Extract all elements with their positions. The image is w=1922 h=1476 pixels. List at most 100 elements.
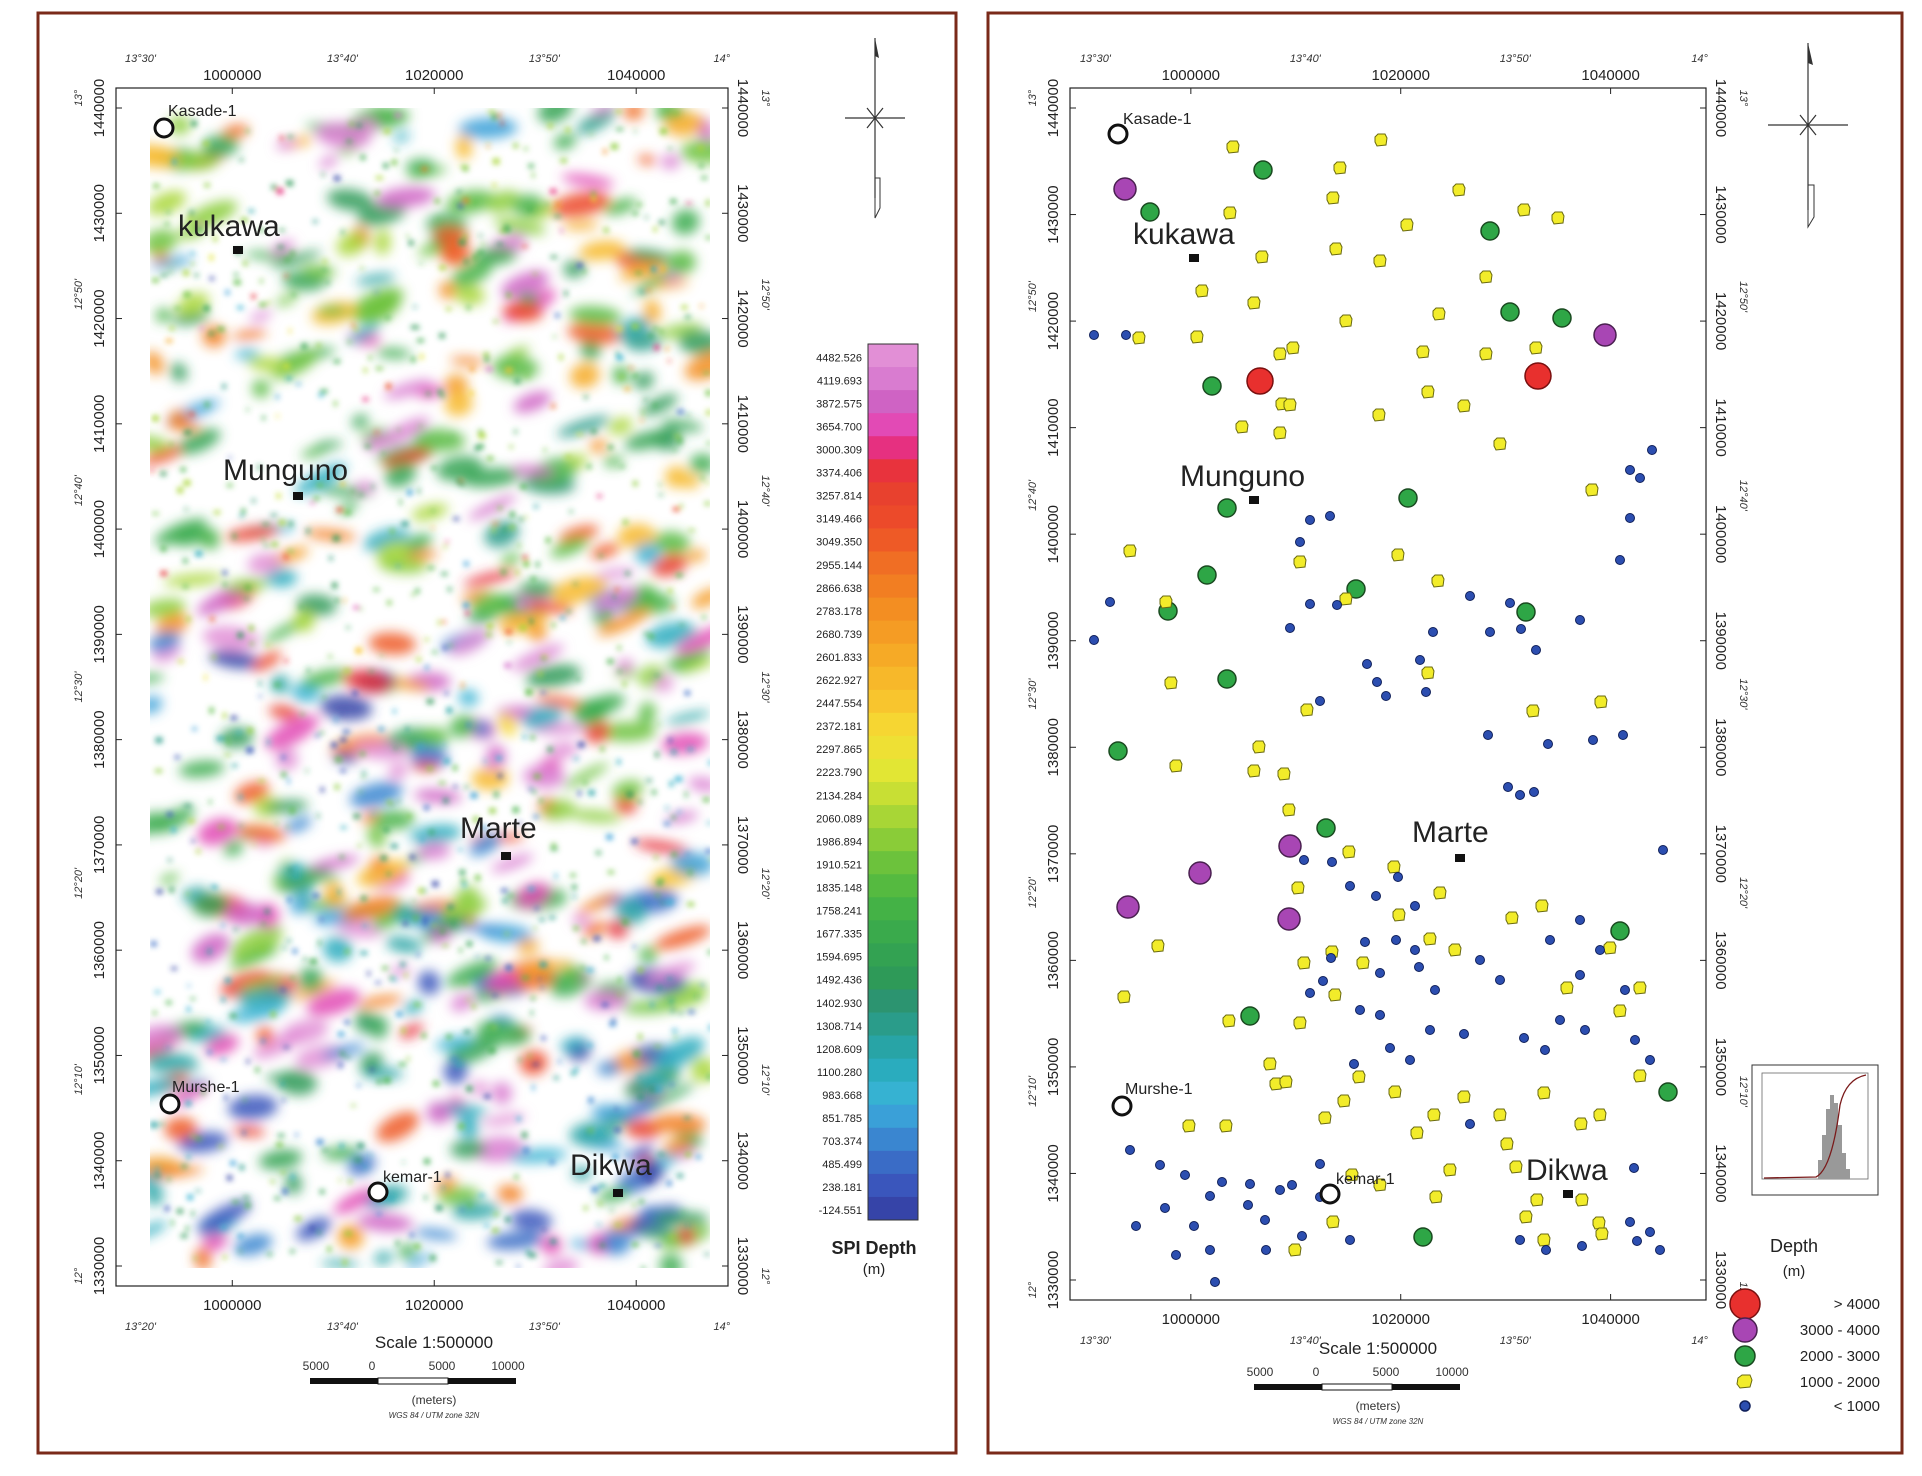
depth-point-1000-2000 — [1427, 1108, 1441, 1122]
depth-point-lt1000 — [1360, 937, 1370, 947]
left-lat-label: 12°10' — [1027, 1075, 1039, 1107]
legend-value-label: 2060.089 — [816, 813, 862, 825]
projection-label: WGS 84 / UTM zone 32N — [389, 1411, 480, 1420]
legend-value-label: 3872.575 — [816, 398, 862, 410]
depth-point-lt1000 — [1391, 935, 1401, 945]
legend-value-label: 4482.526 — [816, 352, 862, 364]
depth-point-lt1000 — [1475, 955, 1485, 965]
depth-point-lt1000 — [1189, 1221, 1199, 1231]
right-lat-label: 12°40' — [759, 475, 771, 507]
scale-text: Scale 1:500000 — [375, 1333, 493, 1352]
depth-point-1000-2000 — [1526, 704, 1540, 718]
depth-point-1000-2000 — [1421, 666, 1435, 680]
town-marker-right — [1563, 1190, 1573, 1198]
right-lat-label: 13° — [1737, 90, 1749, 107]
depth-point-1000-2000 — [1345, 1168, 1359, 1182]
legend-value-label: 238.181 — [822, 1182, 862, 1194]
depth-point-1000-2000 — [1416, 345, 1430, 359]
left-northing-label: 1390000 — [91, 605, 108, 663]
depth-point-lt1000 — [1299, 855, 1309, 865]
depth-point-1000-2000 — [1219, 1119, 1233, 1133]
legend-swatch — [868, 666, 918, 691]
depth-point-1000-2000 — [1318, 1111, 1332, 1125]
legend-value-label: 1758.241 — [816, 906, 862, 918]
legend-value-label: 2866.638 — [816, 583, 862, 595]
depth-point-1000-2000 — [1432, 307, 1446, 321]
depth-point-lt1000 — [1485, 627, 1495, 637]
depth-solution-points — [1089, 133, 1678, 1287]
legend-swatch — [868, 782, 918, 806]
legend-swatch — [868, 436, 918, 460]
left-northing-label: 1330000 — [91, 1237, 108, 1295]
legend-value-label: 983.668 — [822, 1090, 862, 1102]
depth-point-lt1000 — [1372, 677, 1382, 687]
legend-value-label: 3654.700 — [816, 421, 862, 433]
top-easting-label: 1020000 — [405, 67, 463, 84]
legend-value-label: 2955.144 — [816, 560, 862, 572]
depth-point-1000-2000 — [1423, 932, 1437, 946]
legend-swatch — [868, 390, 918, 414]
depth-point-lt1000 — [1655, 1245, 1665, 1255]
legend-class-label: 1000 - 2000 — [1800, 1374, 1880, 1391]
depth-point-1000-2000 — [1339, 314, 1353, 328]
right-northing-label: 1330000 — [1712, 1251, 1729, 1309]
scale-tick-label: 5000 — [1373, 1365, 1400, 1379]
depth-point-lt1000 — [1541, 1245, 1551, 1255]
legend-class-symbol — [1734, 1345, 1756, 1367]
well-marker-right — [1319, 1183, 1341, 1205]
depth-point-lt1000 — [1645, 1055, 1655, 1065]
legend-swatch — [868, 367, 918, 391]
bottom-lon-label: 13°40' — [327, 1321, 359, 1333]
depth-point-lt1000 — [1577, 1241, 1587, 1251]
depth-point-lt1000 — [1345, 1235, 1355, 1245]
depth-point-1000-2000 — [1592, 1216, 1606, 1230]
depth-point-lt1000 — [1318, 976, 1328, 986]
legend-swatch — [868, 1196, 918, 1221]
depth-point-1000-2000 — [1329, 242, 1343, 256]
legend-swatch — [868, 597, 918, 622]
depth-point-1000-2000 — [1372, 408, 1386, 422]
bottom-easting-label: 1000000 — [203, 1297, 261, 1314]
right-lat-label: 12°50' — [759, 279, 771, 311]
depth-point-1000-2000 — [1519, 1210, 1533, 1224]
top-easting-label: 1020000 — [1372, 67, 1430, 84]
depth-point-lt1000 — [1519, 1033, 1529, 1043]
depth-point-3000-4000 — [1188, 861, 1212, 885]
depth-point-lt1000 — [1205, 1191, 1215, 1201]
right-map: 1000000 1020000 1040000 1000000 1020000 10400… — [1027, 53, 1749, 1347]
right-northing-label: 1390000 — [734, 605, 751, 663]
right-northing-label: 1350000 — [734, 1026, 751, 1084]
depth-point-lt1000 — [1371, 891, 1381, 901]
depth-point-1000-2000 — [1529, 341, 1543, 355]
town-marker-left — [293, 492, 303, 500]
town-marker-left — [501, 852, 511, 860]
depth-point-lt1000 — [1345, 881, 1355, 891]
left-map: 1000000 1020000 1040000 1000000 1020000 10400… — [73, 53, 771, 1333]
depth-point-1000-2000 — [1255, 250, 1269, 264]
depth-point-lt1000 — [1545, 935, 1555, 945]
legend-value-label: 2622.927 — [816, 675, 862, 687]
depth-point-lt1000 — [1105, 597, 1115, 607]
depth-point-1000-2000 — [1373, 1178, 1387, 1192]
depth-point-lt1000 — [1375, 1010, 1385, 1020]
depth-point-1000-2000 — [1291, 881, 1305, 895]
depth-point-1000-2000 — [1387, 860, 1401, 874]
right-northing-label: 1440000 — [1712, 79, 1729, 137]
depth-point-1000-2000 — [1164, 676, 1178, 690]
scale-unit: (meters) — [412, 1393, 457, 1407]
legend-swatch — [868, 758, 918, 783]
depth-point-lt1000 — [1629, 1163, 1639, 1173]
depth-point-1000-2000 — [1182, 1119, 1196, 1133]
legend-value-label: 3374.406 — [816, 468, 862, 480]
left-lat-label: 13° — [73, 89, 85, 106]
depth-point-1000-2000 — [1273, 347, 1287, 361]
depth-point-1000-2000 — [1283, 398, 1297, 412]
legend-swatch — [868, 620, 918, 645]
bottom-easting-label: 1000000 — [1162, 1311, 1220, 1328]
depth-point-lt1000 — [1647, 445, 1657, 455]
depth-point-lt1000 — [1131, 1221, 1141, 1231]
legend-swatch — [868, 689, 918, 714]
right-northing-label: 1350000 — [1712, 1038, 1729, 1096]
bottom-easting-label: 1040000 — [607, 1297, 665, 1314]
bottom-lon-label: 13°30' — [1080, 1335, 1112, 1347]
